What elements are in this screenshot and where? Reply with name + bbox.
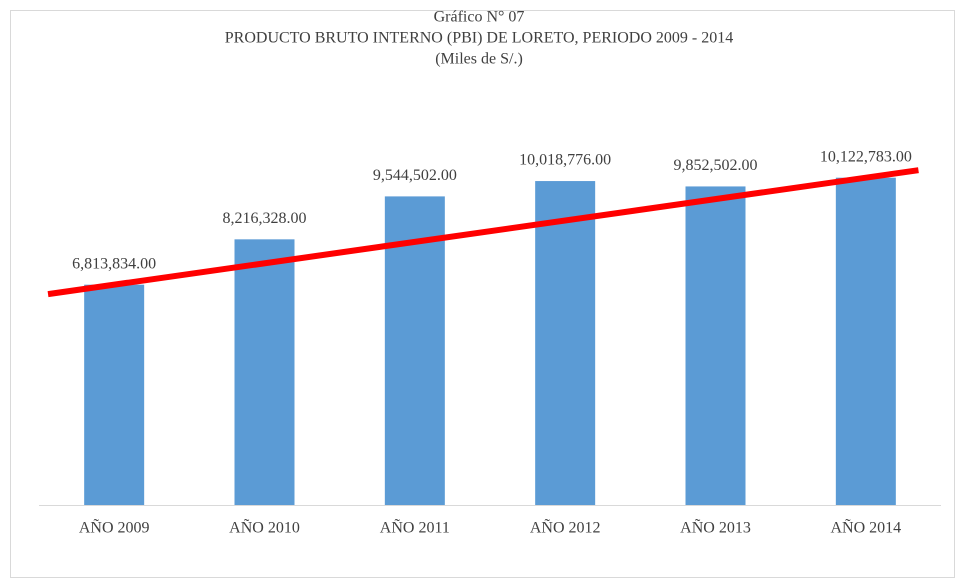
x-tick-label: AÑO 2010	[229, 519, 300, 537]
x-tick-label: AÑO 2013	[680, 519, 751, 537]
trend-line	[47, 167, 919, 298]
x-tick-label: AÑO 2011	[380, 519, 450, 537]
bar	[234, 239, 295, 505]
x-tick-label: AÑO 2014	[830, 519, 901, 537]
x-tick-label: AÑO 2012	[530, 519, 601, 537]
value-label: 10,122,783.00	[820, 148, 912, 165]
bar	[835, 177, 896, 505]
bar	[84, 284, 145, 505]
bar	[384, 196, 445, 505]
value-label: 9,544,502.00	[373, 167, 457, 184]
unit-label: (Miles de S/.)	[435, 51, 523, 68]
value-label: 10,018,776.00	[519, 152, 611, 169]
x-tick-label: AÑO 2009	[79, 519, 150, 537]
value-label: 8,216,328.00	[223, 210, 307, 227]
bar	[535, 181, 596, 505]
chart-title: Gráfico N° 07	[434, 9, 525, 26]
chart-frame	[10, 10, 955, 578]
value-label: 9,852,502.00	[674, 157, 758, 174]
value-label: 6,813,834.00	[72, 255, 156, 272]
chart-subtitle: PRODUCTO BRUTO INTERNO (PBI) DE LORETO, …	[225, 30, 733, 47]
bar	[685, 186, 746, 505]
